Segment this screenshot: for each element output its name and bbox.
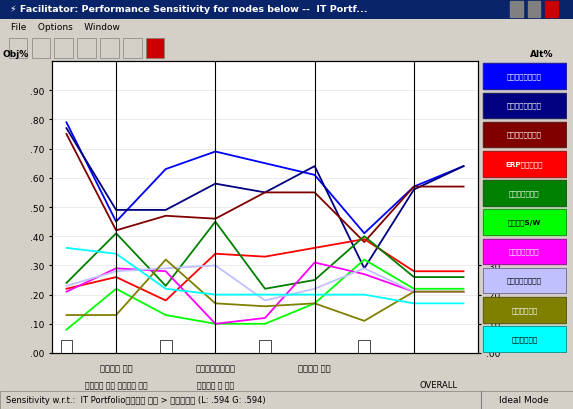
Bar [528,2,540,18]
Bar [483,93,566,119]
Bar [483,239,566,265]
Text: 전용선로비용: 전용선로비용 [511,306,537,313]
Bar [358,341,370,353]
Text: 전략과의 연계: 전략과의 연계 [299,364,331,373]
FancyBboxPatch shape [100,38,119,59]
Bar [483,326,566,352]
Text: 업무프로세스개선: 업무프로세스개선 [195,364,236,373]
Bar [160,341,172,353]
Bar [483,268,566,294]
Bar [483,239,566,265]
FancyBboxPatch shape [32,38,50,59]
Bar [483,210,566,236]
Bar [545,2,558,18]
Text: 적법성의 확보: 적법성의 확보 [100,364,132,373]
Text: 서베구축비용: 서베구축비용 [511,335,537,342]
Text: ⚡ Facilitator: Performance Sensitivity for nodes below --  IT Portf...: ⚡ Facilitator: Performance Sensitivity f… [10,5,368,14]
Text: ERP소프트웨어: ERP소프트웨어 [505,160,543,167]
FancyBboxPatch shape [54,38,73,59]
Text: Alt%: Alt% [529,50,553,59]
Text: Ideal Mode: Ideal Mode [499,396,548,405]
Text: 자동응답시스템: 자동응답시스템 [509,248,540,254]
Text: 투자자에 대한 서비스직 변화: 투자자에 대한 서비스직 변화 [85,380,147,389]
Text: Sensitivity w.r.t.:  IT Portfolio우선순위 도출 > 전략적목표 (L: .594 G: .594): Sensitivity w.r.t.: IT Portfolio우선순위 도출 … [6,396,265,405]
Bar [483,297,566,323]
Bar [483,122,566,148]
Bar [483,181,566,206]
Text: 인터넷방화벽시스: 인터넷방화벽시스 [507,73,542,80]
Text: Obj%: Obj% [2,50,29,59]
Bar [483,152,566,177]
Text: 대스크탑교체비용: 대스크탑교체비용 [507,102,542,109]
Bar [61,341,72,353]
FancyBboxPatch shape [146,38,164,59]
FancyBboxPatch shape [77,38,96,59]
Bar [483,152,566,177]
Text: 사용자인증시스템: 사용자인증시스템 [507,131,542,138]
Bar [483,268,566,294]
Bar [483,64,566,90]
Bar [483,297,566,323]
Bar [259,341,271,353]
Text: 새로운시스템도입: 새로운시스템도입 [507,277,542,283]
Text: 회계관리S/W: 회계관리S/W [508,219,541,225]
Bar [483,210,566,236]
Text: File    Options    Window: File Options Window [11,23,120,32]
Bar [483,93,566,119]
Text: 두사보기 시 충격: 두사보기 시 충격 [197,380,234,389]
FancyBboxPatch shape [123,38,142,59]
Bar [483,64,566,90]
Bar [510,2,523,18]
Bar [483,122,566,148]
Bar [483,326,566,352]
Bar [483,181,566,206]
Text: OVERALL: OVERALL [420,380,458,389]
FancyBboxPatch shape [9,38,27,59]
Text: 고객응메시스템: 고객응메시스템 [509,190,540,196]
